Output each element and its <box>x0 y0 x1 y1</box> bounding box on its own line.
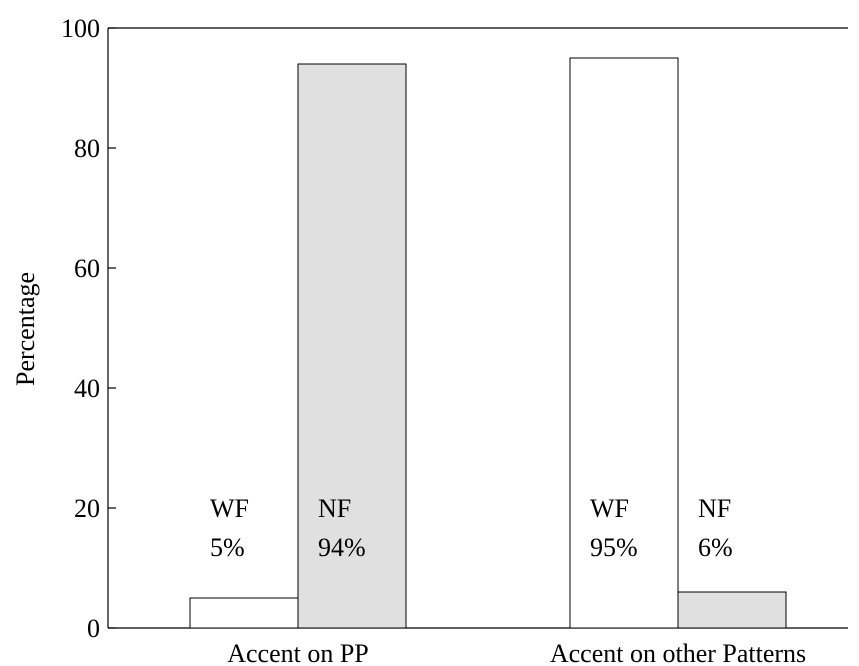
x-category-label: Accent on PP <box>227 639 369 666</box>
bar-annotation-value: 5% <box>210 533 245 562</box>
bar-nf-2 <box>677 591 787 629</box>
bars <box>189 57 787 629</box>
bar-annotation-name: NF <box>698 494 731 523</box>
y-tick-label: 40 <box>74 374 100 403</box>
bar-annotations: WF 5% NF 94% WF 95% NF 6% <box>210 494 733 562</box>
y-tick-label: 60 <box>74 254 100 283</box>
y-tick-label: 0 <box>87 614 100 643</box>
bar-wf-1 <box>189 597 299 629</box>
y-tick-label: 80 <box>74 134 100 163</box>
x-axis-category-labels: Accent on PP Accent on other Patterns <box>227 639 806 666</box>
bar-annotation-name: NF <box>318 494 351 523</box>
bar-nf-1 <box>297 63 407 629</box>
bar-annotation-value: 6% <box>698 533 733 562</box>
bar-annotation-value: 95% <box>590 533 638 562</box>
y-axis-label: Percentage <box>11 272 40 386</box>
x-category-label: Accent on other Patterns <box>550 639 806 666</box>
y-tick-label: 100 <box>61 14 100 43</box>
bar-annotation-value: 94% <box>318 533 366 562</box>
bar-annotation-name: WF <box>590 494 629 523</box>
y-tick-label: 20 <box>74 494 100 523</box>
bar-wf-2 <box>569 57 679 629</box>
bar-annotation-name: WF <box>210 494 249 523</box>
y-axis-ticks: 0 20 40 60 80 100 <box>61 14 116 643</box>
